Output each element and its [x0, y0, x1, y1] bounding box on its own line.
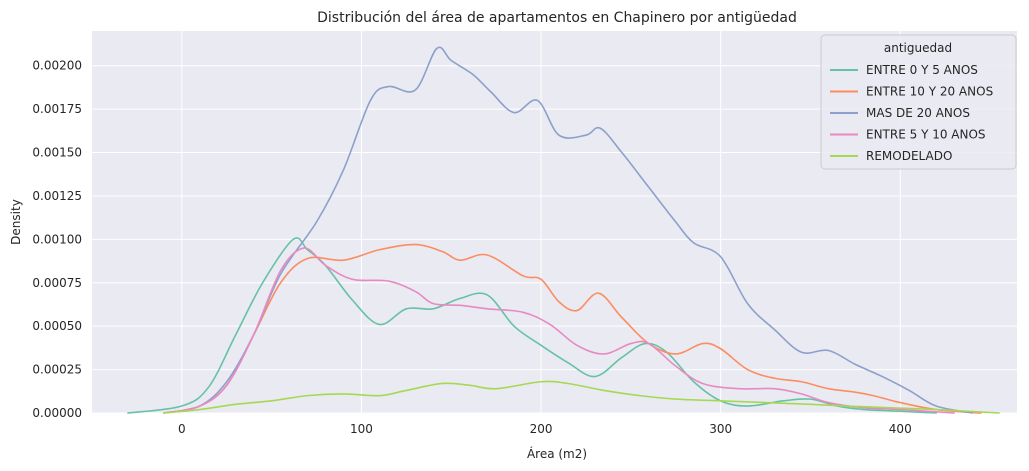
y-tick-label: 0.00025 — [32, 363, 82, 377]
y-tick-label: 0.00075 — [32, 276, 82, 290]
y-tick-label: 0.00000 — [32, 406, 82, 420]
x-tick-label: 200 — [530, 422, 553, 436]
y-tick-label: 0.00200 — [32, 59, 82, 73]
legend-label: MAS DE 20 ANOS — [866, 106, 970, 120]
series-line-1 — [127, 237, 937, 414]
gridlines — [92, 31, 1017, 414]
legend-label: REMODELADO — [866, 149, 952, 163]
series-lines — [127, 46, 1000, 414]
x-tick-label: 400 — [889, 422, 912, 436]
chart-title: Distribución del área de apartamentos en… — [317, 10, 797, 26]
y-axis-label: Density — [9, 199, 23, 245]
y-tick-label: 0.00050 — [32, 319, 82, 333]
series-line-3 — [163, 46, 973, 414]
x-axis-label: Área (m2) — [527, 446, 587, 461]
x-tick-label: 100 — [350, 422, 373, 436]
legend-box — [820, 34, 1017, 170]
x-axis-ticks: 0 100 200 300 400 — [178, 422, 912, 436]
legend-label: ENTRE 10 Y 20 ANOS — [866, 85, 993, 99]
y-tick-label: 0.00125 — [32, 189, 82, 203]
series-line-2 — [163, 243, 982, 414]
y-tick-label: 0.00150 — [32, 146, 82, 160]
y-tick-label: 0.00175 — [32, 102, 82, 116]
series-line-4 — [163, 247, 955, 414]
legend-label: ENTRE 5 Y 10 ANOS — [866, 128, 986, 142]
legend-label: ENTRE 0 Y 5 ANOS — [866, 63, 978, 77]
x-tick-label: 0 — [178, 422, 186, 436]
series-line-5 — [163, 380, 1000, 414]
legend-title: antiguedad — [884, 41, 952, 55]
y-axis-ticks: 0.00000 0.00025 0.00050 0.00075 0.00100 0.001… — [32, 59, 82, 420]
legend: antiguedad ENTRE 0 Y 5 ANOS ENTRE 10 Y 20… — [820, 34, 1017, 170]
y-tick-label: 0.00100 — [32, 232, 82, 246]
x-tick-label: 300 — [709, 422, 732, 436]
legend-items: ENTRE 0 Y 5 ANOS ENTRE 10 Y 20 ANOS MAS DE… — [830, 63, 993, 163]
